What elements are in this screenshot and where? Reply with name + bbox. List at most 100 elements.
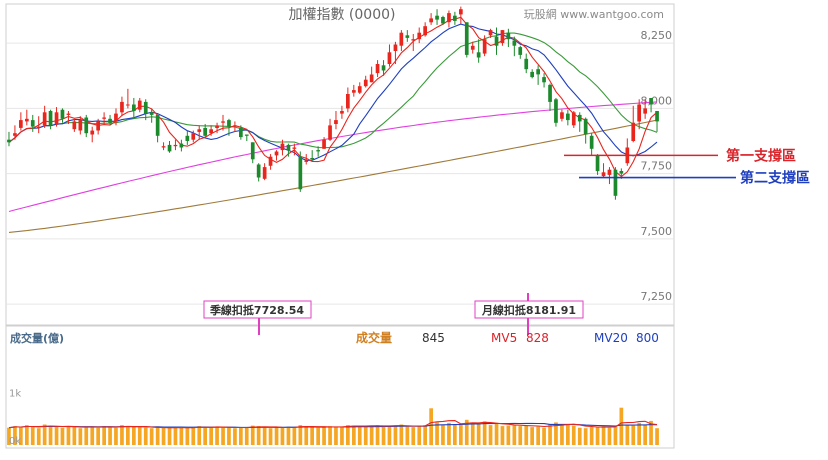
candle-body-5 [36,126,41,128]
volume-bar-5 [36,428,41,445]
candle-body-50 [304,160,309,162]
candle-86 [518,45,523,59]
candle-6 [42,105,47,128]
volume-bar-10 [66,427,71,445]
candle-body-71 [429,18,433,23]
volume-bar-50 [304,426,309,445]
volume-bar-75 [453,424,457,445]
volume-bar-77 [464,419,469,445]
volume-bar-3 [25,425,29,445]
watermark: 玩股網 www.wantgoo.com [524,7,664,21]
volume-bar-89 [536,426,540,445]
candle-28 [173,139,178,151]
candle-2 [19,112,23,131]
volume-bar-69 [417,426,422,445]
candle-83 [500,30,505,46]
candle-body-38 [233,125,237,127]
candle-body-15 [96,121,100,131]
candle-22 [137,97,142,113]
candle-body-73 [441,17,445,24]
volume-value: 845 [422,331,445,345]
candle-body-51 [310,158,314,160]
candle-13 [84,114,89,138]
volume-bar-12 [78,428,83,445]
mv20-value: 800 [636,331,659,345]
volume-bar-93 [560,425,564,445]
candle-body-52 [316,150,320,152]
candle-body-9 [60,109,65,119]
candle-body-29 [179,143,184,148]
candle-body-63 [381,65,386,71]
candle-30 [185,130,190,145]
candle-65 [393,41,398,65]
volume-axis-ticks: 1k 0k [9,389,21,448]
candle-94 [566,109,570,126]
candle-body-88 [530,71,534,78]
candle-body-25 [155,114,160,136]
volume-bar-24 [149,428,154,445]
candle-93 [560,109,564,122]
mv5-label: MV5 [491,331,517,345]
candle-body-103 [619,171,624,174]
candle-body-57 [346,94,350,109]
y-tick-7750: 7,750 [641,160,673,173]
candle-32 [197,125,202,140]
volume-bar-18 [114,427,118,445]
volume-bar-76 [459,424,463,445]
candle-body-76 [459,9,463,15]
volume-bar-84 [506,425,511,445]
volume-bar-16 [102,426,106,445]
candle-body-3 [25,118,29,122]
candle-body-35 [215,125,219,128]
candle-91 [548,83,552,111]
volume-bar-36 [221,427,225,445]
candle-body-42 [256,164,261,178]
volume-bar-102 [613,426,618,445]
candle-body-70 [423,26,427,36]
candle-46 [280,139,285,156]
candle-84 [506,28,511,48]
candle-1 [13,125,17,140]
candle-body-102 [613,169,618,196]
volume-bar-52 [316,427,320,445]
mv5-value: 828 [526,331,549,345]
volume-bar-59 [357,426,362,445]
candle-57 [346,87,350,113]
candle-body-91 [548,84,552,102]
candle-89 [536,65,540,85]
volume-bar-42 [256,426,261,445]
volume-bar-40 [244,427,249,445]
candle-90 [542,73,546,88]
candle-27 [167,141,172,153]
candle-16 [102,112,106,125]
candle-14 [90,126,95,143]
candle-45 [274,150,279,161]
candle-74 [447,10,451,28]
volume-bar-64 [387,426,392,445]
volume-bar-79 [476,423,481,445]
candle-body-100 [601,172,606,177]
candle-61 [369,66,374,83]
volume-bar-62 [375,425,380,445]
candle-0 [7,131,11,147]
candle-body-39 [239,128,243,138]
candle-25 [155,114,160,143]
volume-bar-109 [655,428,659,445]
candle-12 [78,116,83,135]
candle-9 [60,108,65,123]
volume-bar-80 [482,421,487,445]
candle-body-67 [405,35,410,38]
candle-47 [286,143,291,157]
volume-bar-11 [72,426,77,445]
y-tick-7500: 7,500 [641,225,673,238]
volume-bar-1 [13,426,17,445]
candle-51 [310,150,314,161]
candle-body-86 [518,47,523,55]
quarter-deduct-marker: 季線扣抵7728.54 [203,300,312,335]
candle-99 [595,154,600,175]
volume-bar-83 [500,426,505,445]
candle-body-24 [149,112,154,115]
candle-body-33 [203,128,207,136]
volume-bar-41 [250,425,255,445]
